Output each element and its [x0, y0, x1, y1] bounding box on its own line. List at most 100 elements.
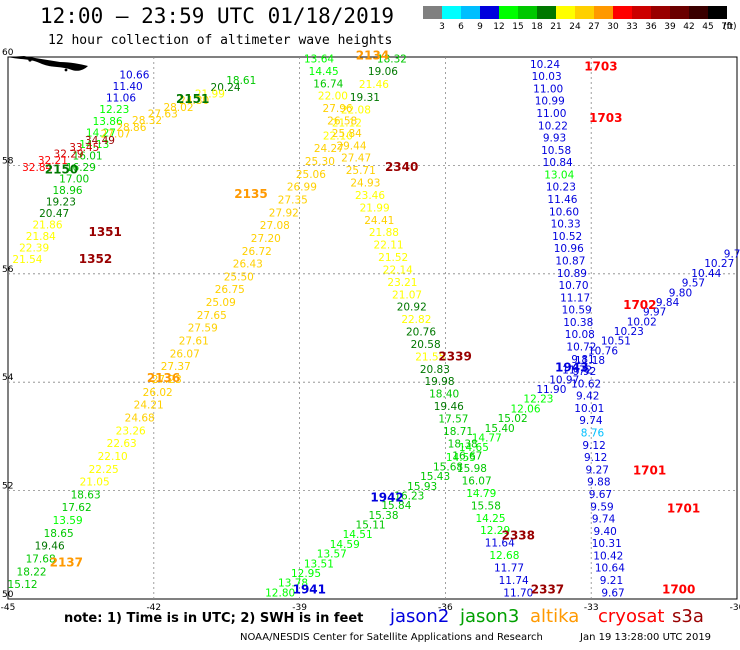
- swh-value: 16.29: [66, 162, 96, 174]
- swh-value: 18.38: [448, 438, 478, 450]
- scale-tick-label: 45: [702, 22, 714, 32]
- swh-value: 15.84: [381, 500, 411, 512]
- swh-value: 11.64: [485, 538, 515, 550]
- scale-tick-label: 9: [477, 22, 483, 32]
- swh-value: 17.68: [26, 554, 56, 566]
- swh-value: 12.68: [489, 550, 519, 562]
- swh-value: 11.77: [494, 562, 524, 574]
- scale-swatch: [480, 6, 499, 19]
- track-t4: 10.2410.0311.0010.9911.0010.229.9310.581…: [530, 59, 625, 599]
- lon-tick-label: -45: [1, 603, 16, 613]
- swh-value: 22.00: [318, 91, 348, 103]
- track-t2: 15.1218.2217.6819.4618.6513.5917.6218.63…: [8, 53, 407, 591]
- pass-time-label: 1701: [633, 463, 666, 477]
- swh-value: 10.72: [566, 341, 596, 353]
- scale-swatch: [461, 6, 480, 19]
- swh-value: 25.50: [224, 271, 254, 283]
- swh-value: 10.02: [627, 316, 657, 328]
- lon-tick-label: -42: [146, 603, 161, 613]
- swh-value: 20.76: [406, 327, 436, 339]
- swh-value: 10.97: [549, 374, 579, 386]
- swh-value: 16.23: [394, 491, 424, 503]
- swh-value: 13.78: [278, 578, 308, 590]
- swh-value: 26.02: [143, 387, 173, 399]
- swh-value: 27.63: [148, 108, 178, 120]
- pass-time-label: 1703: [584, 60, 617, 74]
- swh-value: 25.71: [346, 165, 376, 177]
- swh-value: 10.99: [535, 96, 565, 108]
- swh-value: 9.27: [586, 464, 609, 476]
- swh-value: 11.00: [533, 83, 563, 95]
- swh-value: 21.55: [415, 351, 445, 363]
- swh-value: 34.49: [85, 135, 115, 147]
- swh-value: 15.40: [485, 423, 515, 435]
- swh-value: 17.62: [62, 502, 92, 514]
- swh-value: 14.65: [459, 442, 489, 454]
- swh-value: 21.84: [26, 231, 56, 243]
- swh-value: 21.99: [195, 88, 225, 100]
- swh-value: 18.22: [17, 566, 47, 578]
- swh-value: 21.88: [369, 227, 399, 239]
- map-frame: [7, 56, 738, 600]
- swh-value: 27.61: [179, 336, 209, 348]
- lat-tick-label: 54: [2, 373, 14, 383]
- chart-subtitle: 12 hour collection of altimeter wave hei…: [48, 33, 393, 48]
- pass-time-label: 2151: [176, 92, 209, 106]
- swh-value: 22.14: [383, 264, 413, 276]
- swh-value: 9.67: [601, 587, 624, 599]
- swh-value: 25.84: [332, 128, 362, 140]
- swh-value: 23.26: [116, 425, 146, 437]
- swh-value: 22.08: [341, 105, 371, 117]
- swh-value: 9.81: [571, 354, 594, 366]
- swh-value: 23.46: [355, 190, 385, 202]
- swh-value: 16.07: [462, 476, 492, 488]
- swh-value: 10.51: [601, 336, 631, 348]
- swh-value: 10.31: [592, 538, 622, 550]
- swh-value: 12.06: [510, 403, 540, 415]
- swh-value: 10.38: [563, 317, 593, 329]
- swh-value: 12.95: [291, 568, 321, 580]
- swh-value: 15.98: [457, 463, 487, 475]
- swh-value: 9.7: [724, 249, 740, 261]
- scale-tick-label: 21: [550, 22, 562, 32]
- lon-tick-label: -36: [438, 603, 453, 613]
- scale-swatch: [442, 6, 461, 19]
- swh-value: 9.12: [582, 440, 605, 452]
- swh-value: 26.75: [215, 284, 245, 296]
- swh-value: 10.08: [565, 329, 595, 341]
- swh-value: 21.46: [359, 79, 389, 91]
- swh-value: 10.62: [571, 378, 601, 390]
- pass-time-label: 2134: [356, 49, 389, 63]
- coastline-shape: [8, 56, 88, 71]
- pass-time-label: 1700: [662, 583, 695, 597]
- swh-value: 24.27: [314, 143, 344, 155]
- swh-value: 15.38: [368, 510, 398, 522]
- swh-value: 20.24: [211, 82, 241, 94]
- scale-swatch: [613, 6, 632, 19]
- swh-value: 11.74: [499, 575, 529, 587]
- scale-swatch: [708, 6, 727, 19]
- swh-value: 25.30: [305, 156, 335, 168]
- swh-value: 22.10: [323, 130, 353, 142]
- swh-value: 11.06: [106, 93, 136, 105]
- swh-value: 9.92: [573, 366, 596, 378]
- swh-value: 27.47: [341, 153, 371, 165]
- swh-value: 18.63: [71, 489, 101, 501]
- swh-value: 26.72: [242, 246, 272, 258]
- swh-value: 16.67: [452, 451, 482, 463]
- swh-value: 26.58: [327, 115, 357, 127]
- swh-value: 21.86: [32, 219, 62, 231]
- swh-value: 8.76: [581, 428, 605, 440]
- swh-value: 10.70: [558, 280, 588, 292]
- swh-value: 10.76: [588, 345, 618, 357]
- scale-swatch: [670, 6, 689, 19]
- scale-swatch: [556, 6, 575, 19]
- swh-value: 29.44: [336, 140, 366, 152]
- swh-value: 21.12: [332, 118, 362, 130]
- swh-value: 18.61: [226, 75, 256, 87]
- swh-value: 9.84: [656, 297, 680, 309]
- legend-s3a: s3a: [672, 606, 704, 627]
- pass-time-label: 1703: [589, 111, 622, 125]
- swh-value: 10.64: [595, 563, 625, 575]
